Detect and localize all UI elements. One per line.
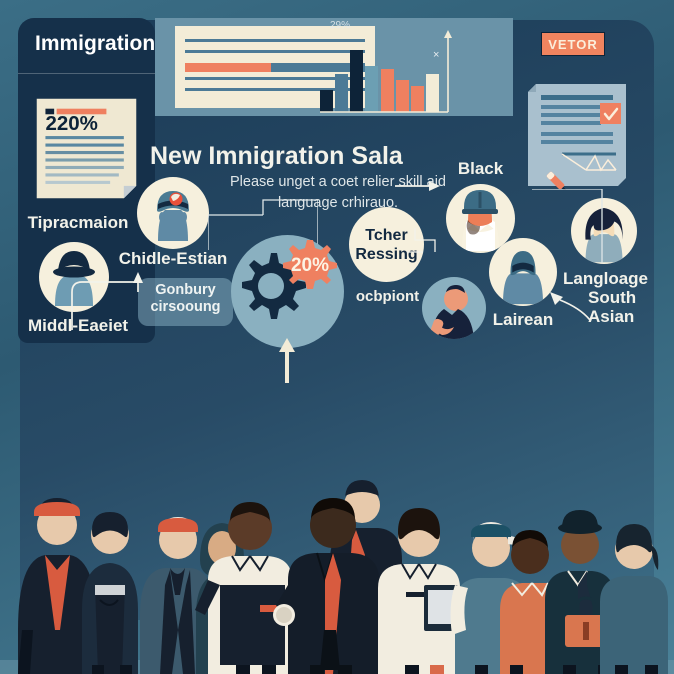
svg-text:20%: 20% [291, 255, 329, 276]
svg-text:220%: 220% [45, 112, 97, 135]
svg-text:×: × [433, 49, 439, 61]
svg-text:29%: 29% [330, 20, 350, 31]
